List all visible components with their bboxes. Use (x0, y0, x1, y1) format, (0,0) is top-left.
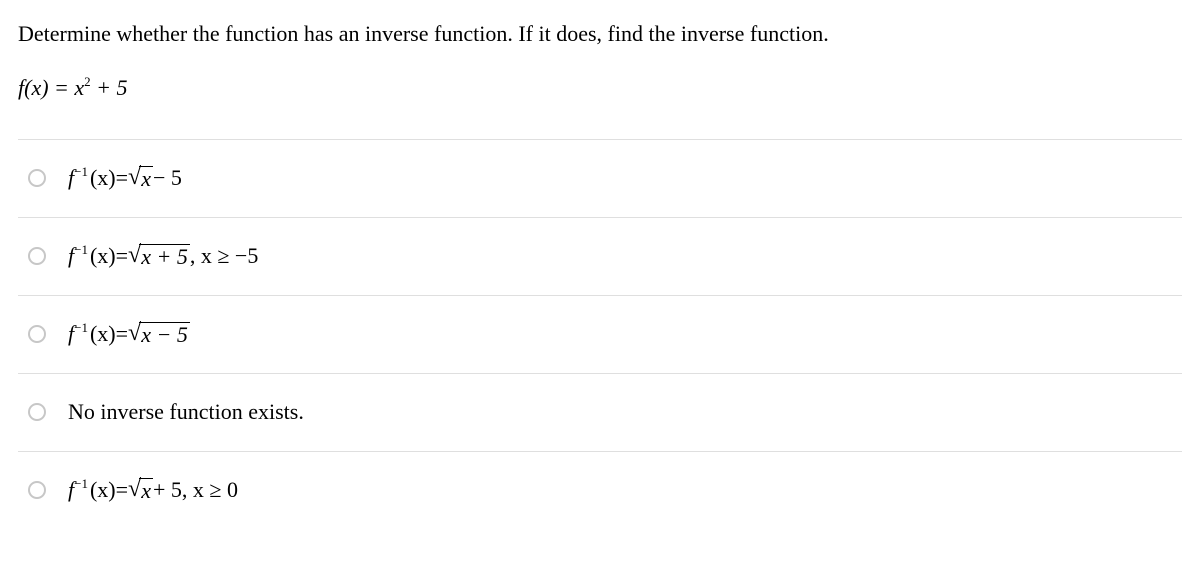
eq-sign: = (116, 477, 128, 503)
finv-sup: −1 (74, 164, 88, 179)
tail: , x ≥ −5 (190, 243, 258, 269)
finv-arg: (x) (90, 477, 116, 503)
radio-icon (28, 403, 46, 421)
radical-icon: √ (128, 243, 141, 267)
radio-icon (28, 169, 46, 187)
finv-sup: −1 (74, 320, 88, 335)
option-d-text: No inverse function exists. (68, 399, 304, 425)
radio-icon (28, 247, 46, 265)
option-e[interactable]: f−1(x) = √x + 5, x ≥ 0 (18, 451, 1182, 529)
option-b-math: f−1(x) = √x + 5, x ≥ −5 (68, 243, 258, 269)
finv-arg: (x) (90, 165, 116, 191)
option-c-math: f−1(x) = √x − 5 (68, 321, 190, 347)
fn-lhs: f(x) (18, 75, 49, 100)
sqrt-inner: x − 5 (139, 322, 190, 346)
sqrt: √x (128, 166, 153, 190)
finv-sup: −1 (74, 476, 88, 491)
fn-eq: = (49, 75, 75, 100)
sqrt-inner: x + 5 (139, 244, 190, 268)
option-b[interactable]: f−1(x) = √x + 5, x ≥ −5 (18, 217, 1182, 295)
sqrt-inner: x (139, 166, 153, 190)
option-e-math: f−1(x) = √x + 5, x ≥ 0 (68, 477, 238, 503)
sqrt-inner: x (139, 478, 153, 502)
radical-icon: √ (128, 477, 141, 501)
radical-icon: √ (128, 165, 141, 189)
radio-icon (28, 481, 46, 499)
option-c[interactable]: f−1(x) = √x − 5 (18, 295, 1182, 373)
option-a[interactable]: f−1(x) = √x − 5 (18, 139, 1182, 217)
question-prompt: Determine whether the function has an in… (18, 20, 1182, 49)
sqrt: √x − 5 (128, 322, 190, 346)
tail: + 5, x ≥ 0 (153, 477, 238, 503)
fn-sq: 2 (84, 74, 91, 89)
radio-icon (28, 325, 46, 343)
option-a-math: f−1(x) = √x − 5 (68, 165, 182, 191)
fn-tail: + 5 (91, 75, 128, 100)
options-list: f−1(x) = √x − 5 f−1(x) = √x + 5, x ≥ −5 … (18, 139, 1182, 529)
eq-sign: = (116, 243, 128, 269)
radical-icon: √ (128, 321, 141, 345)
finv-sup: −1 (74, 242, 88, 257)
fn-var: x (74, 75, 84, 100)
eq-sign: = (116, 165, 128, 191)
question-equation: f(x) = x2 + 5 (18, 75, 1182, 101)
sqrt: √x + 5 (128, 244, 190, 268)
sqrt: √x (128, 478, 153, 502)
finv-arg: (x) (90, 243, 116, 269)
finv-arg: (x) (90, 321, 116, 347)
eq-sign: = (116, 321, 128, 347)
tail: − 5 (153, 165, 182, 191)
option-d[interactable]: No inverse function exists. (18, 373, 1182, 451)
